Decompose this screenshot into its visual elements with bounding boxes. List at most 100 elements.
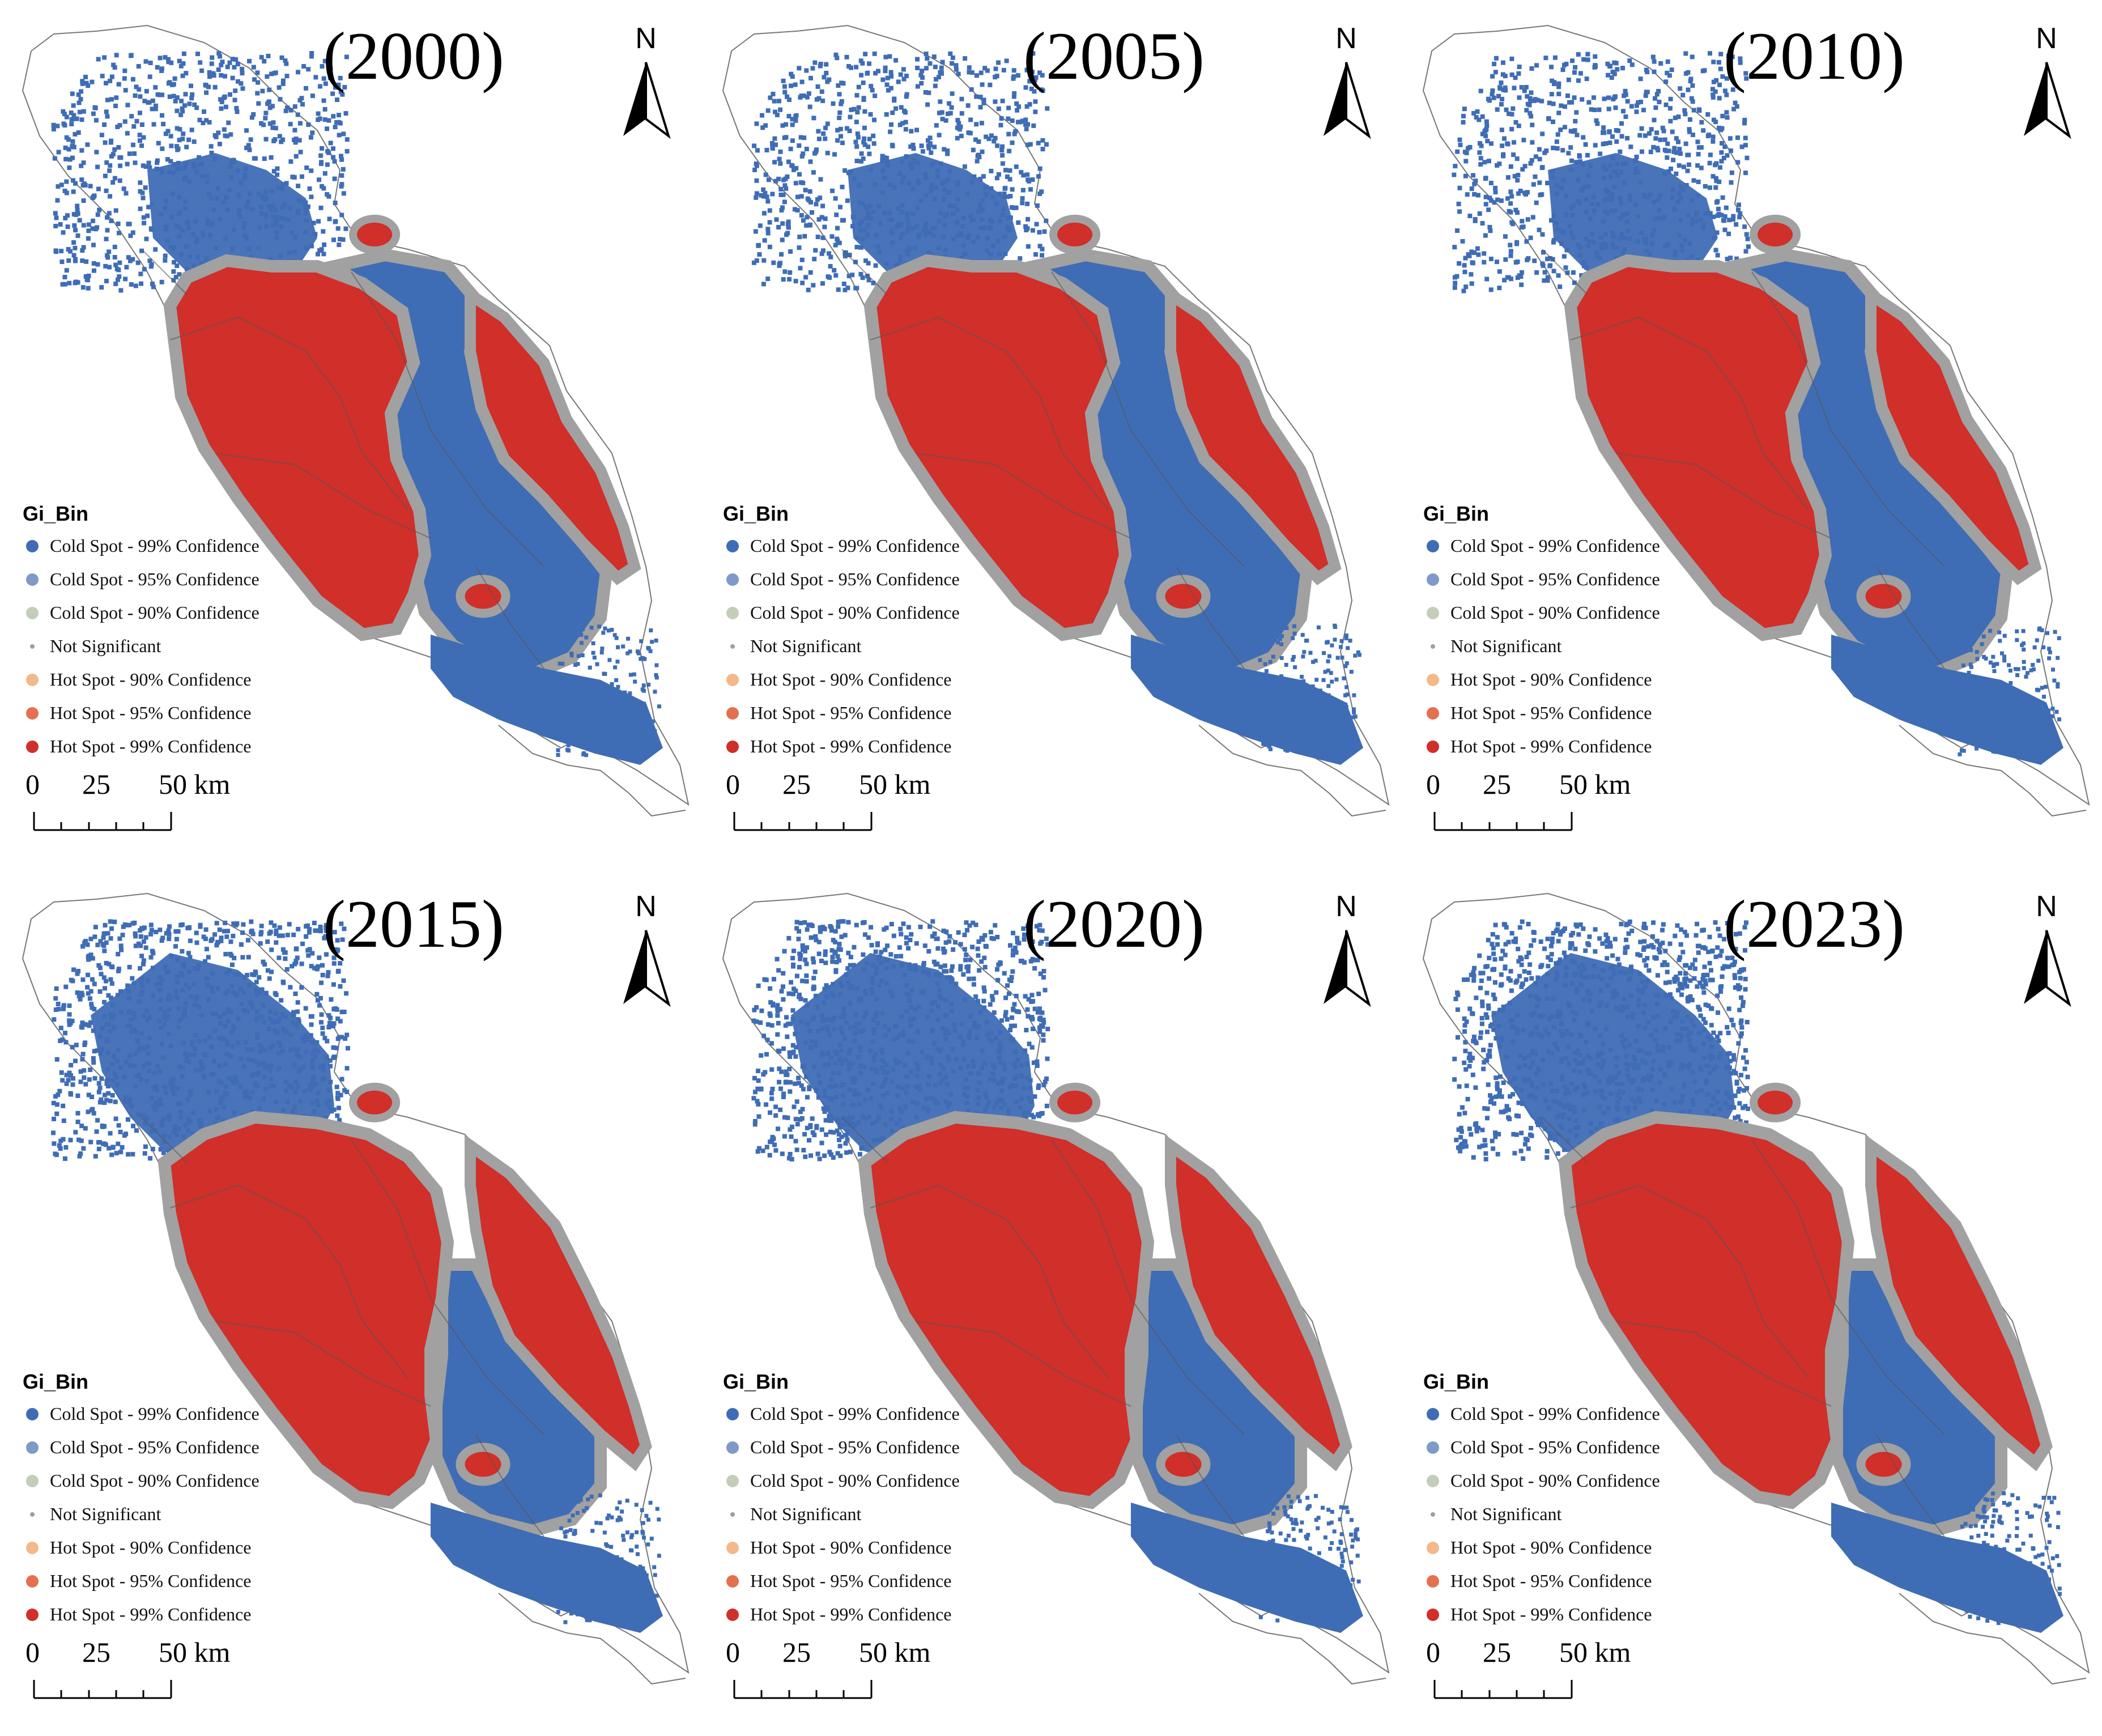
legend-label: Cold Spot - 90% Confidence [1450,602,1660,623]
scale-bar-ticks [33,812,172,831]
legend-swatch [23,1471,42,1491]
cold-spot-scatter-southeast [1956,1491,2062,1626]
legend-label: Cold Spot - 99% Confidence [1450,1403,1660,1424]
year-title: (2005) [1023,18,1205,93]
legend-label: Hot Spot - 99% Confidence [1450,1604,1652,1624]
scale-label: 25 [782,768,811,800]
legend-item: Cold Spot - 99% Confidence [1423,1397,1775,1431]
scale-bar: 0 25 50 km [23,768,230,841]
legend-label: Not Significant [750,1504,862,1524]
legend-swatch [1423,1405,1443,1424]
scale-bar-ticks [1433,812,1573,831]
legend-item: Not Significant [723,1497,1074,1531]
legend-swatch [1423,570,1443,589]
legend-swatch [23,637,42,656]
legend-item: Hot Spot - 99% Confidence [723,730,1074,763]
legend-swatch [723,1605,742,1624]
legend: Gi_Bin Cold Spot - 99% Confidence Cold Spo… [723,499,1074,763]
north-label: N [1335,23,1357,55]
admin-boundary-line [1570,1184,1809,1378]
north-label: N [635,891,657,923]
south-boundary [1899,1593,2087,1685]
hot-spot-west [863,254,1132,641]
legend-label: Cold Spot - 90% Confidence [50,602,259,623]
scale-label: 0 [25,1636,40,1668]
hot-spot-north [1750,1082,1801,1122]
legend-swatch [23,1505,42,1524]
cold-spot-scatter-southeast [556,1491,661,1624]
scale-label: 50 km [159,768,231,800]
north-arrow-icon: N [2024,891,2071,1007]
legend-item: Hot Spot - 99% Confidence [23,730,374,763]
scale-bar: 0 25 50 km [1423,768,1631,841]
hotspot-map [22,892,690,1685]
admin-boundary-line [870,1184,1109,1378]
scale-label: 0 [25,768,40,800]
legend-label: Not Significant [50,1504,161,1524]
hot-spot-small [1156,575,1211,618]
legend-swatch [723,637,742,656]
legend-item: Not Significant [23,1497,374,1531]
legend-swatch [723,704,742,723]
legend-swatch [1423,1605,1443,1624]
hot-spot-west [1564,254,1832,641]
legend-label: Hot Spot - 95% Confidence [50,703,252,723]
admin-boundary-line [1751,271,1945,567]
legend-item: Hot Spot - 95% Confidence [1423,696,1775,730]
legend-item: Cold Spot - 99% Confidence [723,1397,1074,1431]
hot-spot-small [1856,1443,1911,1486]
hot-spot-east [1165,284,1342,585]
legend-item: Cold Spot - 90% Confidence [723,596,1074,629]
map-panel-2020: (2020) N Gi_Bin Cold Spot - 99% Confidence C… [700,868,1401,1736]
year-title: (2015) [323,886,504,961]
legend-swatch [723,537,742,556]
admin-boundary-line [841,1117,888,1163]
legend-item: Cold Spot - 95% Confidence [23,563,374,596]
hot-spot-east [1865,1134,2053,1471]
admin-boundary-line [351,1139,544,1435]
legend-item: Cold Spot - 90% Confidence [1423,1464,1775,1497]
legend: Gi_Bin Cold Spot - 99% Confidence Cold Spo… [723,1367,1074,1631]
legend-swatch [23,603,42,623]
hotspot-map [22,24,690,817]
legend-swatch [723,570,742,589]
admin-boundary-line [1051,271,1245,567]
legend-swatch [1423,603,1443,623]
scale-label: 50 km [859,768,931,800]
legend-label: Hot Spot - 99% Confidence [1450,736,1652,756]
legend-label: Hot Spot - 99% Confidence [50,736,252,756]
north-label: N [635,23,657,55]
legend-label: Cold Spot - 95% Confidence [1450,569,1660,589]
scale-label: 0 [726,1636,740,1668]
legend-swatch [1423,537,1443,556]
hot-spot-east [465,1134,652,1471]
scale-label: 50 km [1559,1636,1631,1668]
legend-label: Hot Spot - 90% Confidence [1450,669,1652,690]
hotspot-map [722,892,1390,1685]
legend-swatch [1423,704,1443,723]
hot-spot-west [158,1110,454,1509]
legend-swatch [1423,670,1443,690]
map-panel-2010: (2010) N Gi_Bin Cold Spot - 99% Confidence C… [1401,0,2101,868]
admin-boundary-line [141,249,188,295]
legend-item: Hot Spot - 99% Confidence [1423,730,1775,763]
year-title: (2020) [1023,886,1205,961]
cold-spot-scatter-southeast [1256,623,1361,758]
legend-label: Cold Spot - 95% Confidence [750,1437,960,1457]
legend-swatch [1423,1538,1443,1558]
hot-spot-small [1156,1443,1211,1486]
legend-label: Cold Spot - 99% Confidence [750,1403,960,1424]
legend-label: Hot Spot - 99% Confidence [750,1604,952,1624]
legend: Gi_Bin Cold Spot - 99% Confidence Cold Spo… [1423,499,1775,763]
hot-spot-east [465,284,641,585]
south-boundary [1899,725,2087,817]
scale-bar: 0 25 50 km [23,1636,230,1709]
admin-boundary-line [1051,1139,1245,1435]
scale-label: 0 [726,768,740,800]
year-title: (2000) [323,18,504,93]
admin-boundary-line [1570,316,1809,510]
legend-label: Not Significant [750,636,862,656]
hotspot-map [1422,24,2090,817]
legend-label: Not Significant [1450,636,1562,656]
